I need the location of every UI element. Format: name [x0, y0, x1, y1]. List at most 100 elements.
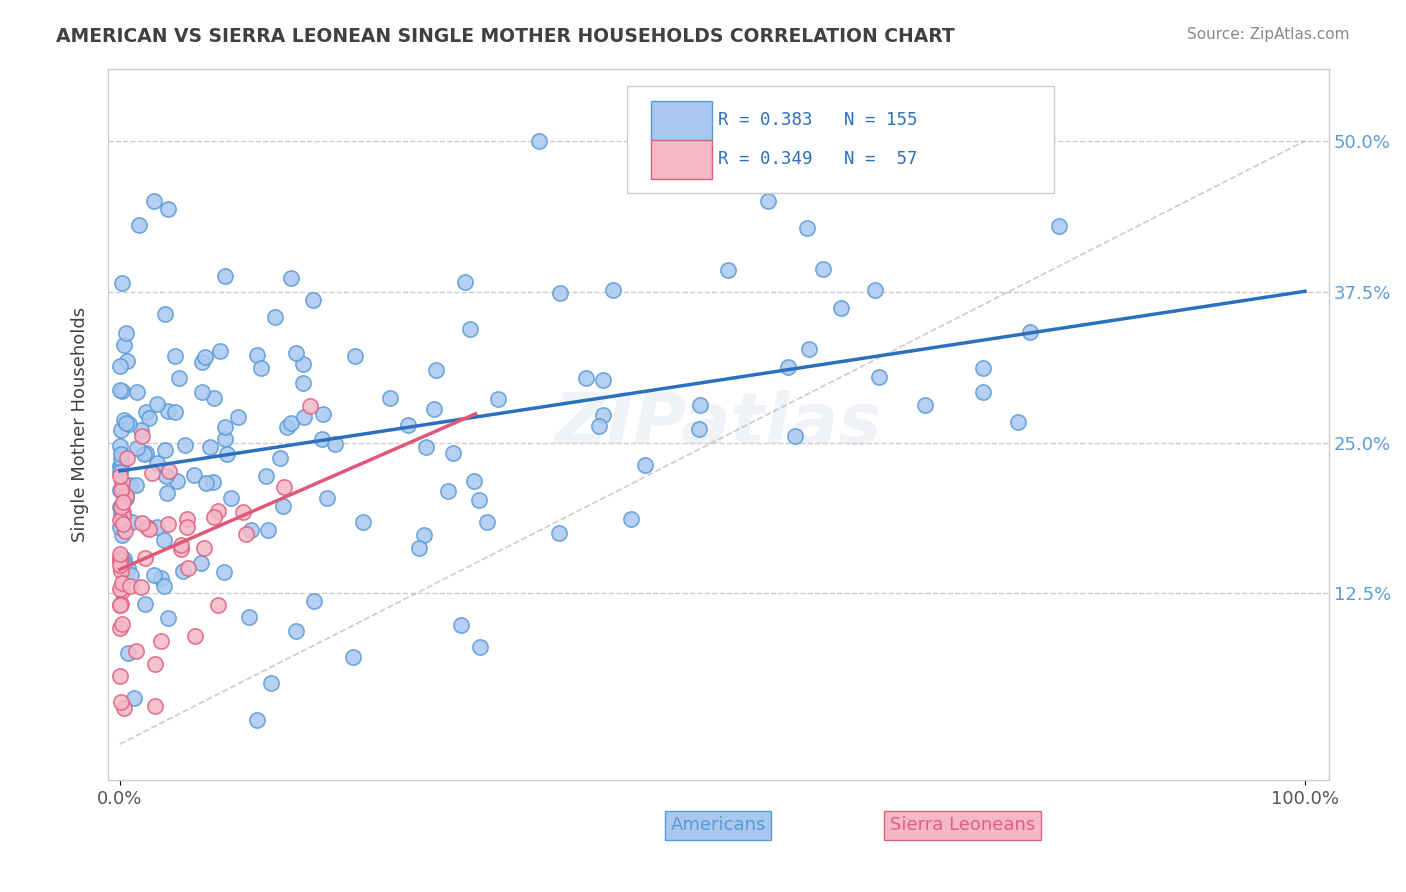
- Point: [112, 338, 135, 352]
- Point: [250, 361, 273, 376]
- Point: [111, 504, 134, 518]
- Point: [441, 446, 464, 460]
- Point: [176, 519, 198, 533]
- Point: [170, 542, 193, 557]
- Point: [163, 349, 186, 363]
- Point: [110, 483, 132, 497]
- Point: [453, 276, 475, 290]
- Point: [688, 422, 710, 436]
- Point: [263, 310, 285, 325]
- Point: [108, 621, 131, 635]
- Point: [110, 447, 132, 461]
- Point: [1019, 325, 1042, 339]
- Point: [311, 432, 333, 446]
- Point: [141, 467, 163, 481]
- Point: [353, 515, 375, 529]
- Point: [311, 407, 333, 421]
- Point: [110, 547, 132, 561]
- Point: [122, 691, 145, 706]
- Point: [172, 564, 194, 578]
- Point: [150, 633, 173, 648]
- Point: [413, 528, 436, 542]
- Point: [415, 440, 437, 454]
- Point: [117, 561, 139, 575]
- Point: [127, 385, 149, 400]
- Point: [134, 551, 156, 566]
- Point: [797, 342, 820, 356]
- Point: [342, 650, 364, 665]
- Point: [111, 384, 134, 398]
- Point: [143, 657, 166, 672]
- Point: [284, 346, 307, 360]
- Point: [110, 550, 132, 565]
- Point: [717, 263, 740, 277]
- Point: [194, 475, 217, 490]
- Point: [118, 579, 141, 593]
- Point: [115, 451, 138, 466]
- Point: [527, 134, 550, 148]
- Point: [202, 475, 225, 489]
- Point: [110, 560, 132, 574]
- Point: [143, 698, 166, 713]
- Text: AMERICAN VS SIERRA LEONEAN SINGLE MOTHER HOUSEHOLDS CORRELATION CHART: AMERICAN VS SIERRA LEONEAN SINGLE MOTHER…: [56, 27, 955, 45]
- Point: [463, 474, 485, 488]
- Point: [548, 285, 571, 300]
- Point: [153, 533, 176, 548]
- Point: [273, 480, 295, 494]
- Point: [131, 429, 153, 443]
- Point: [214, 432, 236, 446]
- Point: [214, 420, 236, 434]
- Point: [191, 384, 214, 399]
- Point: [470, 640, 492, 654]
- Point: [110, 459, 132, 474]
- Point: [239, 523, 262, 537]
- Point: [246, 348, 269, 362]
- Point: [108, 465, 131, 479]
- Point: [273, 499, 295, 513]
- Point: [112, 552, 135, 566]
- Point: [135, 446, 157, 460]
- Point: [423, 402, 446, 417]
- Point: [592, 373, 614, 387]
- Text: R = 0.349   N =  57: R = 0.349 N = 57: [718, 150, 918, 168]
- Point: [134, 597, 156, 611]
- Point: [108, 469, 131, 483]
- Point: [200, 440, 222, 454]
- Point: [202, 392, 225, 406]
- Point: [115, 491, 138, 505]
- Point: [450, 618, 472, 632]
- Point: [108, 458, 131, 473]
- Point: [214, 268, 236, 283]
- Point: [592, 409, 614, 423]
- Point: [868, 370, 890, 384]
- Point: [778, 359, 800, 374]
- Point: [114, 487, 136, 501]
- Point: [575, 370, 598, 384]
- Point: [830, 301, 852, 315]
- Point: [145, 520, 167, 534]
- Point: [1047, 219, 1070, 234]
- Point: [972, 361, 994, 376]
- Point: [458, 322, 481, 336]
- Point: [131, 423, 153, 437]
- Point: [110, 508, 132, 522]
- Point: [280, 271, 302, 285]
- Point: [245, 713, 267, 727]
- Point: [156, 202, 179, 216]
- Point: [125, 441, 148, 455]
- Text: Americans: Americans: [671, 816, 766, 834]
- Point: [111, 494, 134, 508]
- Point: [112, 482, 135, 496]
- Point: [204, 509, 226, 524]
- Point: [118, 417, 141, 431]
- Point: [756, 194, 779, 208]
- Point: [111, 509, 134, 524]
- Point: [163, 405, 186, 419]
- Point: [285, 624, 308, 638]
- Point: [157, 464, 180, 478]
- Point: [302, 593, 325, 607]
- Point: [110, 598, 132, 612]
- Point: [302, 293, 325, 308]
- Point: [467, 493, 489, 508]
- Point: [292, 376, 315, 390]
